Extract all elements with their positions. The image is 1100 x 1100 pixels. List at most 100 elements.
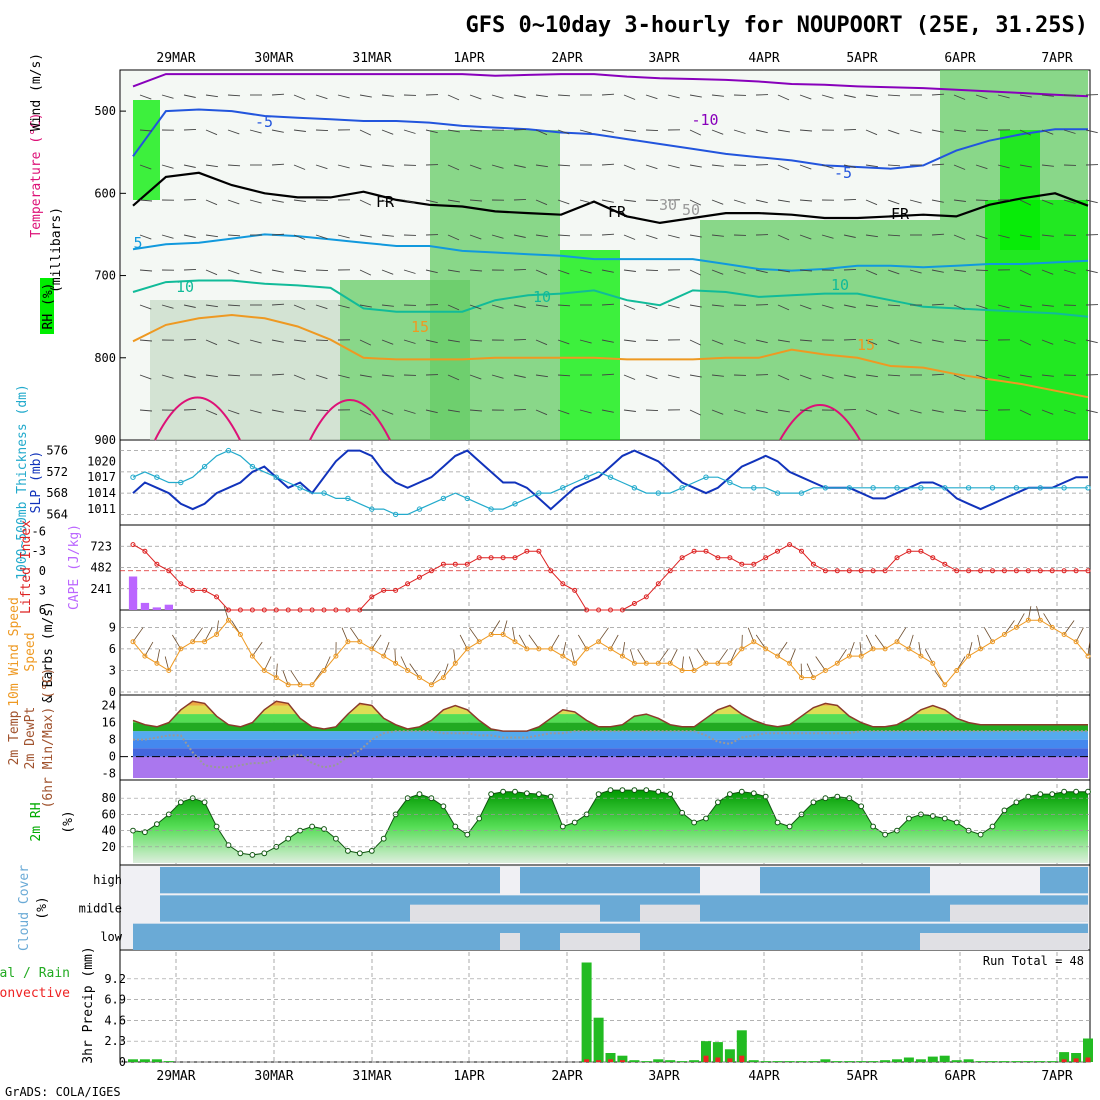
slp-tick: 1014 xyxy=(87,486,116,500)
date-label-bottom: 2APR xyxy=(551,1069,582,1084)
surface-barb xyxy=(144,641,154,657)
surface-barb xyxy=(204,627,213,642)
rh-marker xyxy=(1025,793,1032,800)
wind-barb xyxy=(689,199,702,206)
wind-barb xyxy=(777,199,790,203)
precip-bar xyxy=(665,1060,676,1062)
surface-barb xyxy=(729,649,737,664)
rh-marker xyxy=(333,835,339,842)
series-line xyxy=(132,449,1088,516)
dewpt-axis-label: 2m DewPt xyxy=(23,707,38,770)
wind-barb xyxy=(1019,374,1032,378)
rh-marker xyxy=(177,799,184,806)
rh-marker xyxy=(655,788,662,795)
wind-barb xyxy=(205,269,218,276)
wind-barb xyxy=(469,94,482,100)
precip-bar xyxy=(951,1060,962,1062)
surface-barb xyxy=(132,627,144,642)
wind-barb xyxy=(579,409,592,414)
conv-bar xyxy=(739,1055,745,1062)
wind-barb xyxy=(271,129,284,133)
rh-marker xyxy=(249,852,256,858)
dewpt-line xyxy=(133,730,1088,769)
wind-barb xyxy=(293,339,306,342)
precip-bar xyxy=(808,1061,819,1062)
li-marker xyxy=(226,607,231,613)
wind-barb xyxy=(623,409,636,412)
wind-tick: 9 xyxy=(109,620,116,634)
wind-barb xyxy=(403,199,416,204)
wind-barb xyxy=(711,129,724,135)
li-marker xyxy=(858,568,864,574)
wind-barb xyxy=(359,129,372,136)
wind-barb xyxy=(777,94,790,101)
li-marker xyxy=(1061,568,1067,574)
precip-bar xyxy=(1011,1061,1022,1062)
wind-barb xyxy=(799,374,812,380)
wind-marker xyxy=(190,639,196,645)
wind-barb xyxy=(557,94,571,97)
thickness-marker xyxy=(870,485,876,491)
wind-marker xyxy=(966,653,972,659)
rh-zone xyxy=(560,250,620,440)
wind-barb xyxy=(403,339,416,344)
isotherm-20 xyxy=(154,396,241,441)
rh-marker xyxy=(440,803,447,810)
wind-barb xyxy=(887,94,901,97)
li-marker xyxy=(751,561,757,567)
conv-bar xyxy=(727,1058,733,1062)
thickness-marker xyxy=(846,485,852,491)
wind-barb xyxy=(469,199,483,202)
wind-barb xyxy=(975,164,988,170)
temp-tick: 8 xyxy=(109,733,116,747)
isotherm-15 xyxy=(132,313,1089,399)
wind-barb xyxy=(271,199,284,203)
li-marker xyxy=(142,548,148,554)
rh-marker xyxy=(321,826,327,832)
li-marker xyxy=(643,594,649,600)
precip-bar xyxy=(868,1061,879,1062)
wind-marker xyxy=(237,632,243,637)
rh-marker xyxy=(1085,788,1091,795)
surface-barb xyxy=(747,627,755,642)
wind-barb xyxy=(623,199,636,202)
wind-barb xyxy=(293,304,306,310)
cloud-gap xyxy=(640,904,700,922)
wind-barb xyxy=(579,269,592,274)
wind-barb xyxy=(227,164,241,167)
wind-marker xyxy=(822,668,828,673)
cloud-block xyxy=(760,867,930,894)
wind-barb xyxy=(1041,269,1054,275)
wind-barb xyxy=(931,163,945,166)
thickness-marker xyxy=(1013,485,1020,491)
upper-air-panel: -10 -5 -5 FR FR FR 5 10 10 10 15 15 30 50 500 600 700 800… xyxy=(29,53,1099,447)
thickness-marker xyxy=(536,490,542,496)
rh-marker xyxy=(679,809,685,816)
wind-barb xyxy=(755,129,768,134)
wind-marker xyxy=(703,660,709,666)
li-marker xyxy=(918,548,924,554)
wind-barb xyxy=(865,94,878,98)
wind-barb xyxy=(1063,199,1076,204)
cape-li-panel: -6 -3 0 3 6 241 482 723 Lifted Index CAPE (J/kg) xyxy=(19,520,1091,617)
li-marker xyxy=(369,594,375,600)
wind-barb xyxy=(535,234,548,238)
rh-marker xyxy=(989,823,996,830)
wind-barb xyxy=(645,129,659,132)
wind-marker xyxy=(452,660,458,666)
wind-barb xyxy=(799,269,813,272)
rh-marker xyxy=(738,788,745,795)
wind-barb xyxy=(887,269,900,275)
wind-barb xyxy=(733,199,746,204)
temp-tick: 0 xyxy=(109,750,116,764)
li-marker xyxy=(619,607,625,613)
precip-bar xyxy=(163,1061,174,1062)
surface-barb xyxy=(1043,613,1053,628)
wind-marker xyxy=(273,675,279,681)
wind-barb xyxy=(931,339,944,343)
wind-barb xyxy=(843,94,856,98)
li-marker xyxy=(214,594,220,600)
wind-barb xyxy=(821,304,834,309)
thickness-marker xyxy=(321,490,327,496)
